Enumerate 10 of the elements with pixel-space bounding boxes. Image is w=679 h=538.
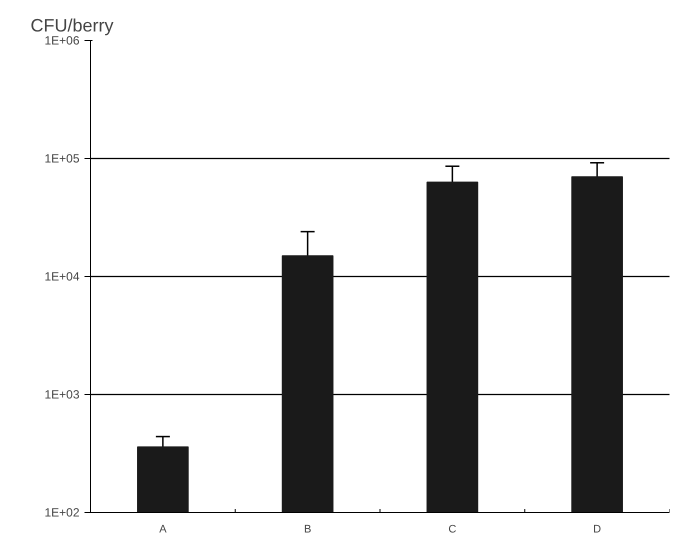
y-tick-label: 1E+03 (44, 388, 80, 402)
y-axis-title: CFU/berry (30, 16, 114, 36)
x-tick-label: C (448, 524, 456, 536)
x-tick-label: B (304, 524, 312, 536)
x-tick-label: A (159, 524, 168, 536)
y-tick-label: 1E+05 (44, 152, 80, 166)
y-tick-label: 1E+04 (44, 270, 80, 284)
y-tick-label: 1E+06 (44, 34, 80, 48)
y-tick-label: 1E+02 (44, 506, 80, 520)
x-tick-label: D (593, 524, 602, 536)
